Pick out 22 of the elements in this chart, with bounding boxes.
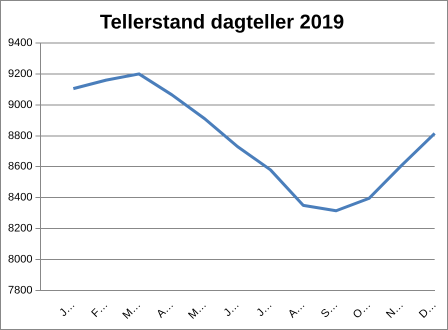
x-tick-label: O… xyxy=(350,298,374,322)
x-tick-label: M… xyxy=(120,298,144,322)
y-tick-label: 9400 xyxy=(8,37,32,50)
y-tick-label: 8800 xyxy=(8,130,32,142)
y-tick-label: 9000 xyxy=(8,98,32,111)
y-tick-label: 9200 xyxy=(8,68,32,80)
x-tick-label: J… xyxy=(57,298,78,320)
x-tick-label: M… xyxy=(186,298,209,322)
chart-title: Tellerstand dagteller 2019 xyxy=(100,12,344,34)
x-tick-label: J… xyxy=(254,298,275,320)
x-tick-label: A… xyxy=(154,298,176,320)
x-tick-label: S… xyxy=(318,298,340,320)
x-tick-label: J… xyxy=(222,298,242,320)
x-tick-label: D… xyxy=(417,298,439,321)
x-tick-label: A… xyxy=(286,298,308,320)
y-tick-label: 8200 xyxy=(8,222,32,235)
y-tick-label: 7800 xyxy=(8,284,32,296)
y-tick-label: 8000 xyxy=(8,254,32,266)
x-tick-label: F… xyxy=(89,298,110,320)
x-tick-label: N… xyxy=(384,298,406,321)
y-tick-label: 8400 xyxy=(8,192,32,204)
y-tick-label: 8600 xyxy=(8,160,32,173)
